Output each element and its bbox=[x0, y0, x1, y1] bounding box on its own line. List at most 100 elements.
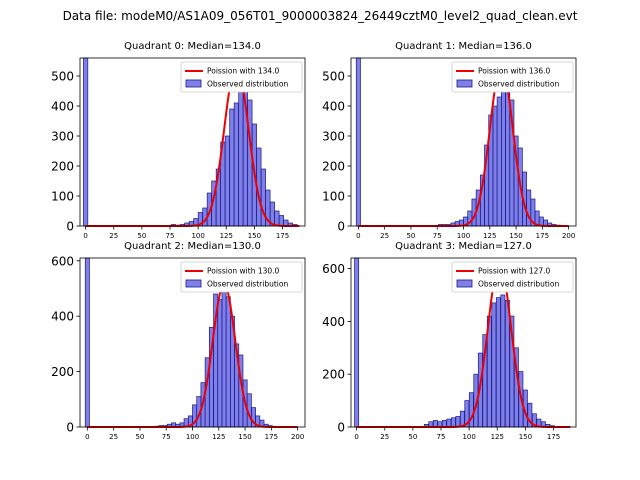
quadrant-3-x-tick-label: 0 bbox=[354, 433, 358, 441]
quadrant-3-histogram-bar-17 bbox=[495, 297, 501, 428]
quadrant-3-x-tick-label: 50 bbox=[408, 433, 417, 441]
quadrant-0-y-tick-label: 100 bbox=[51, 190, 74, 204]
quadrant-1-histogram-bar-14 bbox=[492, 105, 498, 227]
quadrant-3-histogram-bar-18 bbox=[500, 294, 506, 428]
quadrant-1-histogram-bar-0 bbox=[355, 57, 361, 227]
quadrant-0-histogram-bar-25 bbox=[278, 215, 284, 227]
quadrant-3-legend-bar-label: Observed distribution bbox=[478, 280, 559, 289]
quadrant-0-legend-line-label: Poission with 134.0 bbox=[207, 67, 280, 76]
quadrant-0-x-tick-label: 150 bbox=[248, 232, 261, 240]
quadrant-0-y-ticks: 0 100 200 300 400 500 bbox=[51, 70, 80, 234]
quadrant-1-y-ticks: 0 100 200 300 400 500 bbox=[322, 70, 351, 234]
quadrant-0-y-tick-label: 500 bbox=[51, 70, 74, 84]
quadrant-1-legend-line-label: Poission with 136.0 bbox=[478, 67, 551, 76]
quadrant-3-legend-box bbox=[451, 261, 574, 293]
quadrant-0-y-tick-label: 0 bbox=[66, 220, 74, 234]
quadrant-2-x-ticks: 0 25 50 75 100 125 150 175 200 bbox=[85, 427, 304, 441]
quadrant-3-x-tick-label: 125 bbox=[491, 433, 504, 441]
quadrant-3-histogram-bar-0 bbox=[354, 257, 360, 428]
quadrant-2-y-tick-label: 200 bbox=[51, 365, 74, 379]
quadrant-3-histogram-bar-16 bbox=[491, 302, 497, 428]
quadrant-3-x-tick-label: 100 bbox=[462, 433, 475, 441]
quadrant-2-legend: Poission with 130.0 Observed distributio… bbox=[180, 261, 303, 293]
quadrant-3-histogram-bar-6 bbox=[446, 418, 452, 428]
quadrant-2-x-tick-label: 175 bbox=[265, 433, 278, 441]
quadrant-0-histogram-bar-13 bbox=[224, 135, 230, 227]
quadrant-1-title: Quadrant 1: Median=136.0 bbox=[395, 41, 532, 52]
quadrant-3-y-tick-label: 600 bbox=[322, 262, 345, 276]
quadrant-1-x-tick-label: 75 bbox=[433, 232, 442, 240]
quadrant-1-x-tick-label: 0 bbox=[356, 232, 360, 240]
quadrant-3-y-tick-label: 0 bbox=[337, 421, 345, 435]
quadrant-2-legend-line-label: Poission with 130.0 bbox=[207, 267, 280, 276]
quadrant-3-histogram-bar-8 bbox=[455, 416, 461, 428]
quadrant-1-x-tick-label: 100 bbox=[457, 232, 470, 240]
quadrant-0-histogram-bar-14 bbox=[229, 108, 235, 227]
quadrant-2-histogram-bar-17 bbox=[221, 290, 227, 428]
quadrant-0-x-tick-label: 25 bbox=[109, 232, 118, 240]
quadrant-1-y-tick-label: 400 bbox=[322, 100, 345, 114]
quadrant-0-x-ticks: 0 25 50 75 100 125 150 175 bbox=[83, 226, 289, 240]
quadrant-2-y-tick-label: 0 bbox=[66, 421, 74, 435]
quadrant-1-x-tick-label: 200 bbox=[562, 232, 575, 240]
quadrant-3-x-tick-label: 175 bbox=[547, 433, 560, 441]
quadrant-0-x-tick-label: 175 bbox=[276, 232, 289, 240]
quadrant-0-y-tick-label: 400 bbox=[51, 100, 74, 114]
quadrant-3-legend-bar-swatch bbox=[456, 279, 473, 288]
quadrant-1-x-ticks: 0 25 50 75 100 125 150 175 200 bbox=[356, 226, 575, 240]
quadrant-1-panel: Quadrant 1: Median=136.0 0 25 50 75 100 125 15… bbox=[322, 41, 577, 240]
quadrant-1-histogram-bar-16 bbox=[501, 72, 506, 227]
quadrant-1-y-tick-label: 100 bbox=[322, 190, 345, 204]
quadrant-0-x-tick-label: 0 bbox=[83, 232, 87, 240]
quadrant-1-x-tick-label: 175 bbox=[536, 232, 549, 240]
quadrant-0-legend-bar-label: Observed distribution bbox=[207, 80, 288, 89]
quadrant-2-x-tick-label: 125 bbox=[212, 433, 225, 441]
quadrant-3-x-tick-label: 25 bbox=[380, 433, 389, 441]
quadrant-3-legend: Poission with 127.0 Observed distributio… bbox=[451, 261, 574, 293]
quadrant-0-histogram-bar-0 bbox=[83, 57, 89, 227]
quadrant-2-x-tick-label: 0 bbox=[85, 433, 89, 441]
quadrant-0-histogram-bar-18 bbox=[247, 99, 253, 227]
quadrant-0-x-tick-label: 125 bbox=[220, 232, 233, 240]
quadrant-2-x-tick-label: 150 bbox=[238, 433, 251, 441]
quadrant-0-x-tick-label: 100 bbox=[191, 232, 204, 240]
quadrant-2-histogram-bar-18 bbox=[225, 296, 231, 428]
quadrant-2-panel: Quadrant 2: Median=130.0 0 25 50 75 100 125 15… bbox=[51, 241, 306, 441]
quadrant-1-y-tick-label: 200 bbox=[322, 160, 345, 174]
quadrant-0-legend: Poission with 134.0 Observed distributio… bbox=[180, 61, 303, 93]
quadrant-0-legend-bar-swatch bbox=[185, 79, 202, 88]
quadrant-0-title: Quadrant 0: Median=134.0 bbox=[124, 41, 261, 52]
quadrant-1-y-tick-label: 500 bbox=[322, 70, 345, 84]
quadrant-2-x-tick-label: 75 bbox=[162, 433, 171, 441]
quadrant-3-histogram-bar-19 bbox=[504, 299, 510, 428]
quadrant-1-legend-box bbox=[451, 61, 574, 93]
quadrant-2-legend-box bbox=[180, 261, 303, 293]
quadrant-3-title: Quadrant 3: Median=127.0 bbox=[395, 241, 532, 252]
quadrant-3-y-tick-label: 200 bbox=[322, 368, 345, 382]
quadrant-3-histogram-bar-7 bbox=[450, 417, 456, 428]
quadrant-0-x-tick-label: 75 bbox=[166, 232, 175, 240]
quadrant-2-y-tick-label: 600 bbox=[51, 254, 74, 268]
quadrant-2-legend-bar-swatch bbox=[185, 279, 202, 288]
quadrant-1-histogram-bar-15 bbox=[496, 96, 502, 227]
quadrant-2-histogram-bar-16 bbox=[217, 299, 223, 428]
quadrant-3-x-ticks: 0 25 50 75 100 125 150 175 bbox=[354, 427, 560, 441]
quadrant-0-axes-frame bbox=[79, 57, 306, 227]
quadrant-3-x-tick-label: 75 bbox=[437, 433, 446, 441]
quadrant-2-y-ticks: 0 200 400 600 bbox=[51, 254, 80, 435]
quadrant-0-histogram-bar-16 bbox=[238, 75, 244, 227]
quadrant-0-histogram-bar-15 bbox=[233, 102, 239, 227]
quadrant-2-histogram-bar-0 bbox=[84, 257, 90, 428]
quadrant-2-y-tick-label: 400 bbox=[51, 310, 74, 324]
quadrant-0-histogram-bar-24 bbox=[274, 210, 280, 227]
quadrant-1-y-tick-label: 0 bbox=[337, 220, 345, 234]
quadrant-1-x-tick-label: 25 bbox=[380, 232, 389, 240]
quadrant-0-bars bbox=[83, 57, 298, 227]
quadrant-2-x-tick-label: 100 bbox=[186, 433, 199, 441]
quadrant-1-legend-bar-label: Observed distribution bbox=[478, 80, 559, 89]
quadrant-3-x-tick-label: 150 bbox=[519, 433, 532, 441]
figure-title: Data file: modeM0/AS1A09_056T01_90000038… bbox=[63, 9, 578, 23]
quadrant-3-legend-line-label: Poission with 127.0 bbox=[478, 267, 551, 276]
quadrant-2-x-tick-label: 25 bbox=[109, 433, 118, 441]
